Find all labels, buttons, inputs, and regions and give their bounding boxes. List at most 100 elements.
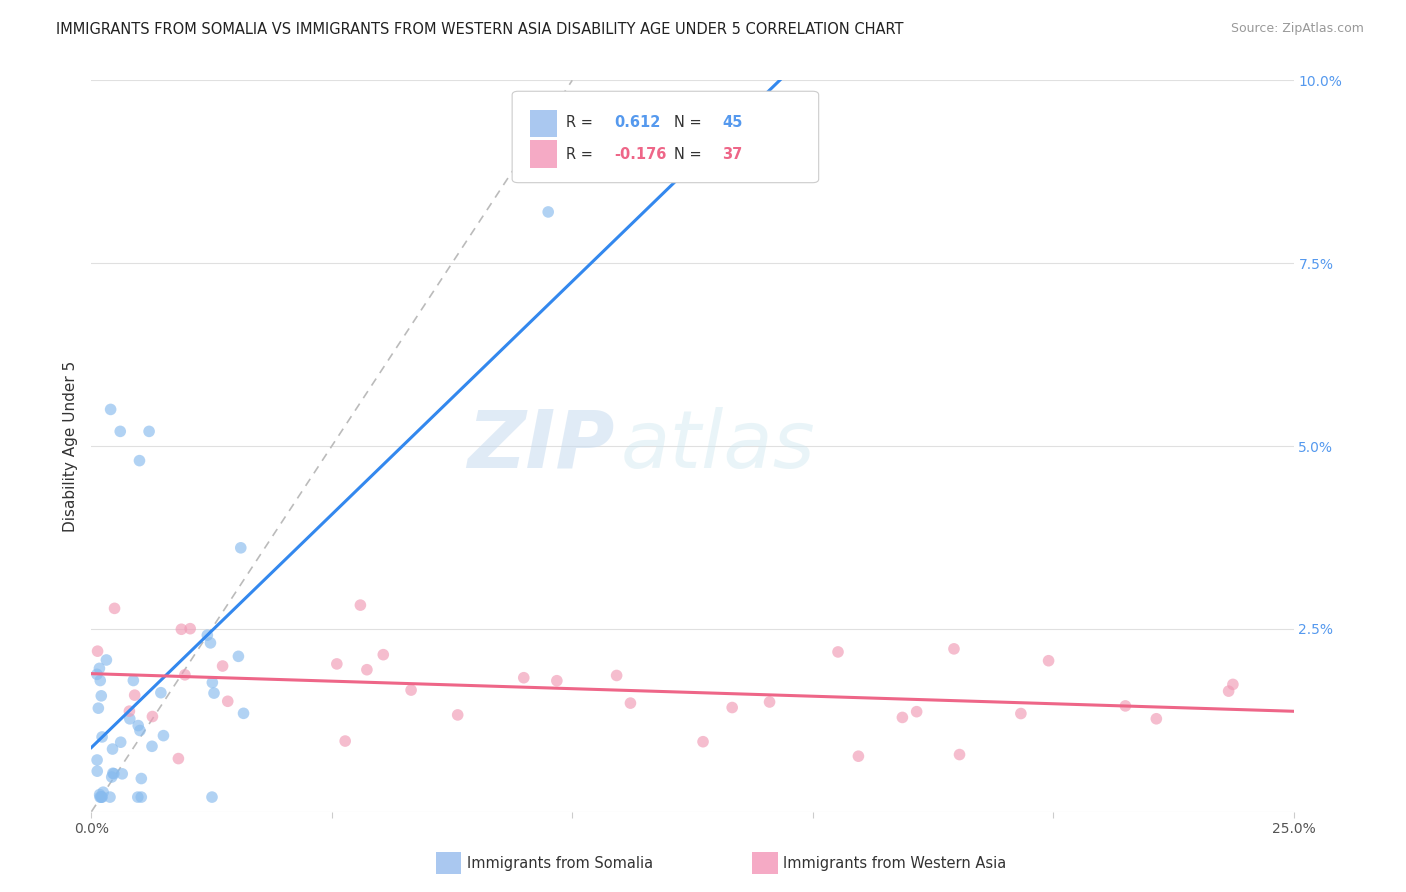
Point: [141, 739, 163, 754]
Point: [98, 790, 121, 805]
Point: [122, 673, 145, 688]
Point: [128, 453, 150, 467]
Point: [827, 645, 849, 659]
Text: Immigrants from Somalia: Immigrants from Somalia: [467, 856, 652, 871]
Point: [100, 402, 122, 417]
Text: 37: 37: [723, 146, 742, 161]
Point: [447, 707, 470, 722]
Y-axis label: Disability Age Under 5: Disability Age Under 5: [63, 360, 79, 532]
Point: [86, 764, 108, 779]
Point: [90, 790, 112, 805]
Point: [326, 657, 349, 671]
Point: [179, 622, 201, 636]
Point: [167, 751, 190, 765]
Point: [848, 749, 870, 764]
Point: [1010, 706, 1032, 721]
Point: [373, 648, 395, 662]
Point: [201, 675, 224, 690]
Point: [228, 649, 250, 664]
Point: [89, 788, 111, 802]
Text: R =: R =: [567, 146, 598, 161]
Point: [546, 673, 568, 688]
Text: 0.612: 0.612: [614, 115, 661, 130]
Text: Source: ZipAtlas.com: Source: ZipAtlas.com: [1230, 22, 1364, 36]
Point: [149, 686, 172, 700]
Point: [131, 772, 153, 786]
Point: [948, 747, 970, 762]
FancyBboxPatch shape: [512, 91, 818, 183]
Point: [86, 667, 108, 681]
Point: [692, 735, 714, 749]
Point: [89, 673, 111, 688]
Text: 45: 45: [723, 115, 742, 130]
Text: ZIP: ZIP: [467, 407, 614, 485]
Point: [211, 659, 233, 673]
Point: [195, 628, 218, 642]
Point: [891, 710, 914, 724]
Point: [513, 671, 536, 685]
Point: [721, 700, 744, 714]
Text: N =: N =: [675, 146, 707, 161]
Point: [399, 683, 422, 698]
Point: [103, 766, 125, 780]
Point: [356, 663, 378, 677]
Point: [1114, 698, 1136, 713]
Point: [349, 598, 371, 612]
Point: [101, 766, 124, 780]
Point: [217, 694, 239, 708]
Point: [141, 709, 163, 723]
Text: Immigrants from Western Asia: Immigrants from Western Asia: [783, 856, 1007, 871]
Point: [101, 742, 124, 756]
Point: [89, 661, 111, 675]
Point: [127, 790, 149, 805]
Point: [87, 701, 110, 715]
Point: [90, 790, 112, 805]
Point: [1038, 654, 1060, 668]
Text: IMMIGRANTS FROM SOMALIA VS IMMIGRANTS FROM WESTERN ASIA DISABILITY AGE UNDER 5 C: IMMIGRANTS FROM SOMALIA VS IMMIGRANTS FR…: [56, 22, 904, 37]
Text: atlas: atlas: [620, 407, 815, 485]
Point: [1218, 684, 1240, 698]
Point: [943, 641, 966, 656]
Point: [118, 704, 141, 718]
Point: [619, 696, 641, 710]
Point: [91, 730, 114, 744]
Point: [138, 425, 160, 439]
Point: [1144, 712, 1167, 726]
Point: [229, 541, 252, 555]
Point: [89, 790, 111, 805]
Point: [118, 712, 141, 726]
FancyBboxPatch shape: [530, 140, 557, 168]
Point: [111, 767, 134, 781]
Point: [96, 653, 118, 667]
Point: [86, 644, 108, 658]
Point: [124, 688, 146, 702]
Point: [537, 205, 560, 219]
Text: -0.176: -0.176: [614, 146, 666, 161]
Point: [202, 686, 225, 700]
Point: [91, 790, 114, 805]
Point: [335, 734, 357, 748]
Text: R =: R =: [567, 115, 598, 130]
Point: [91, 785, 114, 799]
Point: [174, 668, 197, 682]
Point: [86, 753, 108, 767]
Point: [170, 622, 193, 636]
Text: N =: N =: [675, 115, 707, 130]
Point: [758, 695, 780, 709]
Point: [152, 729, 174, 743]
Point: [127, 718, 149, 732]
Point: [100, 770, 122, 784]
Point: [129, 723, 152, 738]
Point: [90, 689, 112, 703]
FancyBboxPatch shape: [530, 110, 557, 137]
Point: [201, 790, 224, 805]
Point: [129, 790, 152, 805]
Point: [103, 601, 125, 615]
Point: [110, 735, 132, 749]
Point: [905, 705, 928, 719]
Point: [110, 425, 132, 439]
Point: [606, 668, 628, 682]
Point: [200, 636, 222, 650]
Point: [1222, 677, 1244, 691]
Point: [232, 706, 254, 721]
